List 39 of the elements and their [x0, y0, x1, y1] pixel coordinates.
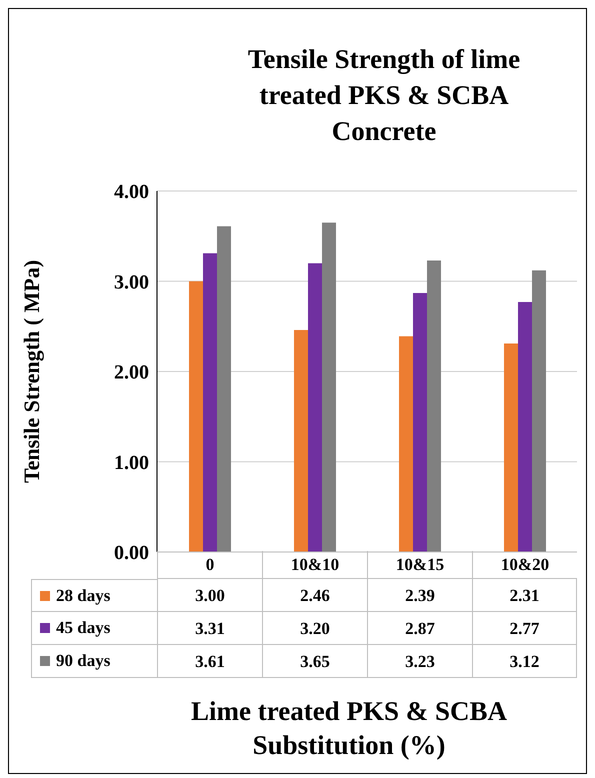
x-axis-title: Lime treated PKS & SCBA Substitution (%): [190, 695, 508, 762]
y-tick-label: 4.00: [114, 181, 149, 204]
bar: [308, 263, 322, 552]
bar: [217, 226, 231, 552]
data-label: 3.00: [157, 579, 262, 612]
legend-label: 28 days: [56, 586, 110, 606]
legend-label: 90 days: [56, 651, 110, 671]
data-label: 3.31: [157, 612, 262, 645]
x-tick-label: 10&20: [472, 551, 577, 579]
y-tick-label: 2.00: [114, 362, 149, 384]
bar: [427, 260, 441, 552]
y-axis-title: Tensile Strength ( MPa): [18, 260, 44, 484]
data-label: 2.77: [472, 612, 577, 645]
bar: [294, 330, 308, 552]
data-label: 3.65: [262, 645, 367, 678]
data-label: 2.87: [367, 612, 472, 645]
data-label: 2.31: [472, 579, 577, 612]
bar: [518, 302, 532, 552]
data-label: 3.61: [157, 645, 262, 678]
bar: [413, 292, 427, 552]
x-tick-label: 0: [157, 551, 262, 579]
x-tick-label: 10&15: [367, 551, 472, 579]
data-label: 2.46: [262, 579, 367, 612]
bar: [322, 222, 336, 552]
legend-label: 45 days: [56, 618, 110, 638]
y-tick-label: 1.00: [114, 452, 149, 474]
y-tick-label: 0.00: [114, 542, 149, 564]
data-label: 2.39: [367, 579, 472, 612]
bar: [399, 336, 413, 552]
chart-title: Tensile Strength of lime treated PKS & SCBA Concrete: [246, 43, 522, 148]
data-label: 3.12: [472, 645, 577, 678]
bar: [532, 270, 546, 552]
y-tick-label: 3.00: [114, 271, 149, 294]
data-label: 3.23: [367, 645, 472, 678]
bar: [189, 281, 203, 552]
data-label: 3.20: [262, 612, 367, 645]
bar: [504, 344, 518, 552]
bar: [203, 253, 217, 552]
x-tick-label: 10&10: [262, 551, 367, 579]
